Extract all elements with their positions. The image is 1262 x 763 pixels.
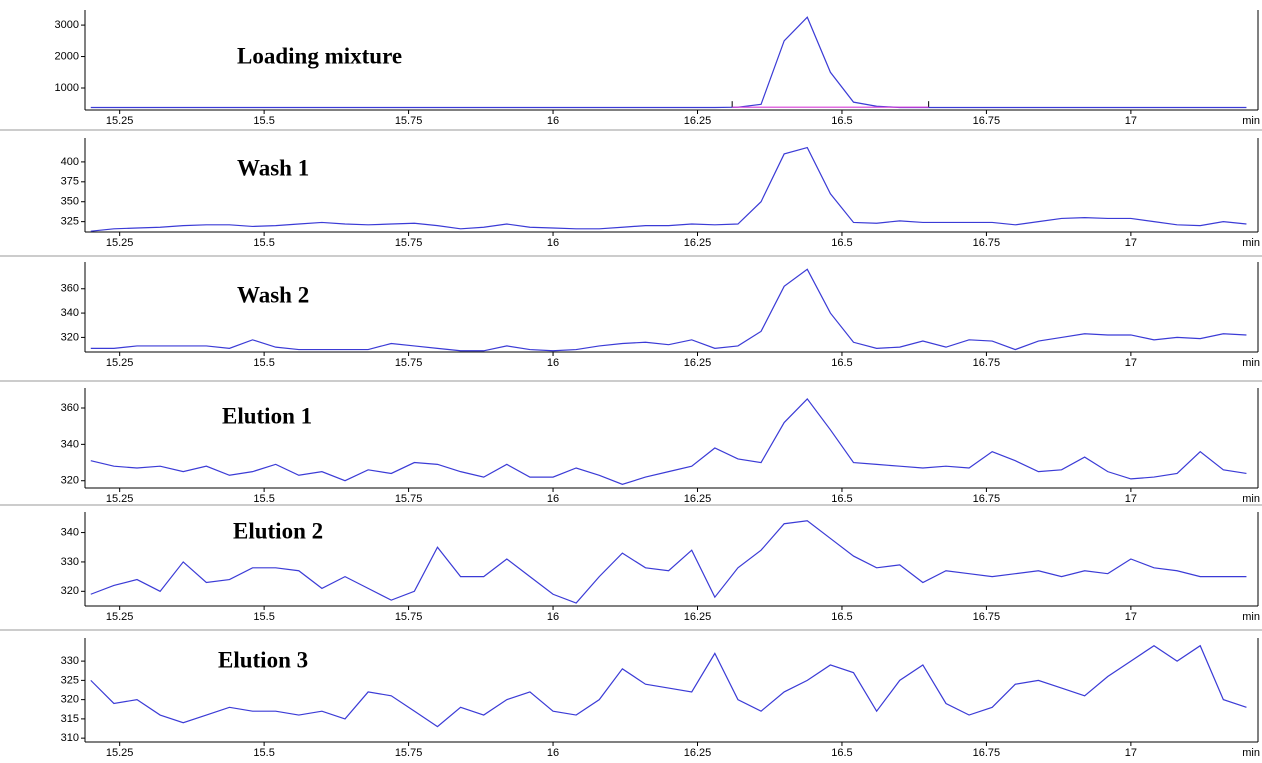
x-tick-label: 16 [547,611,559,623]
x-tick-label: 16.25 [684,357,712,369]
y-tick-label: 330 [61,556,79,568]
x-tick-label: 16.5 [831,747,852,759]
x-tick-label: 16.25 [684,611,712,623]
y-tick-label: 315 [61,713,79,725]
panel-title: Loading mixture [237,43,402,68]
x-tick-label: 15.75 [395,115,423,127]
x-tick-label: 15.5 [253,747,274,759]
y-tick-label: 310 [61,732,79,744]
x-tick-label: 16.75 [973,611,1001,623]
x-tick-label: 15.75 [395,357,423,369]
x-tick-label: 16.5 [831,237,852,249]
x-tick-label: 17 [1125,493,1137,505]
x-tick-label: 15.5 [253,611,274,623]
y-tick-label: 2000 [55,50,79,62]
trace-line [90,520,1247,604]
x-tick-label: 16.25 [684,237,712,249]
x-tick-label: 17 [1125,357,1137,369]
trace-line [90,16,1247,109]
x-tick-label: 17 [1125,115,1137,127]
x-tick-label: 15.75 [395,493,423,505]
x-axis-unit: min [1242,237,1260,249]
x-tick-label: 15.5 [253,237,274,249]
x-tick-label: 15.25 [106,747,134,759]
y-tick-label: 325 [61,216,79,228]
x-tick-label: 15.75 [395,747,423,759]
y-tick-label: 330 [61,655,79,667]
y-tick-label: 400 [61,156,79,168]
x-tick-label: 16.75 [973,747,1001,759]
trace-line [90,268,1247,352]
y-tick-label: 1000 [55,82,79,94]
x-tick-label: 17 [1125,747,1137,759]
x-tick-label: 16.75 [973,115,1001,127]
x-tick-label: 17 [1125,611,1137,623]
x-axis-unit: min [1242,611,1260,623]
x-tick-label: 16 [547,747,559,759]
x-tick-label: 15.5 [253,115,274,127]
x-axis-unit: min [1242,357,1260,369]
x-tick-label: 15.5 [253,357,274,369]
x-tick-label: 15.25 [106,611,134,623]
x-tick-label: 16.75 [973,493,1001,505]
y-tick-label: 340 [61,307,79,319]
y-tick-label: 340 [61,526,79,538]
panel-title: Elution 3 [218,647,308,672]
x-tick-label: 15.25 [106,237,134,249]
x-tick-label: 16.25 [684,747,712,759]
trace-line [90,146,1247,232]
x-tick-label: 16.5 [831,493,852,505]
x-axis-unit: min [1242,115,1260,127]
x-tick-label: 16.5 [831,357,852,369]
x-tick-label: 17 [1125,237,1137,249]
x-tick-label: 16.75 [973,237,1001,249]
x-tick-label: 16.5 [831,115,852,127]
x-tick-label: 16.25 [684,493,712,505]
x-tick-label: 16.25 [684,115,712,127]
y-tick-label: 3000 [55,19,79,31]
x-tick-label: 16 [547,357,559,369]
x-axis-unit: min [1242,747,1260,759]
y-tick-label: 340 [61,438,79,450]
x-tick-label: 15.75 [395,611,423,623]
panel-title: Wash 1 [237,155,309,180]
y-tick-label: 360 [61,283,79,295]
x-tick-label: 15.5 [253,493,274,505]
x-tick-label: 16 [547,493,559,505]
x-tick-label: 16.75 [973,357,1001,369]
x-tick-label: 15.25 [106,115,134,127]
y-tick-label: 350 [61,196,79,208]
y-tick-label: 320 [61,585,79,597]
y-tick-label: 360 [61,402,79,414]
y-tick-label: 375 [61,176,79,188]
x-tick-label: 16 [547,115,559,127]
x-tick-label: 16 [547,237,559,249]
y-tick-label: 325 [61,674,79,686]
panel-title: Elution 2 [233,518,323,543]
x-tick-label: 15.75 [395,237,423,249]
x-tick-label: 15.25 [106,493,134,505]
y-tick-label: 320 [61,694,79,706]
y-tick-label: 320 [61,475,79,487]
panel-title: Wash 2 [237,282,309,307]
x-tick-label: 16.5 [831,611,852,623]
trace-line [90,644,1247,728]
trace-line [90,397,1247,485]
y-tick-label: 320 [61,331,79,343]
x-axis-unit: min [1242,493,1260,505]
panel-title: Elution 1 [222,403,312,428]
x-tick-label: 15.25 [106,357,134,369]
